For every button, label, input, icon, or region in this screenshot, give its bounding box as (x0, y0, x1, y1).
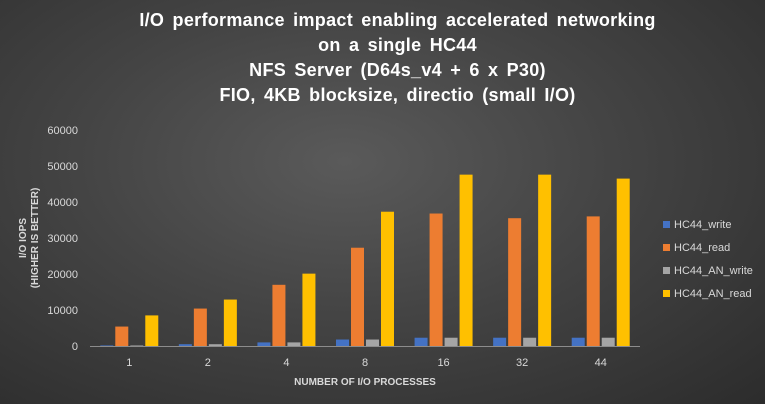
legend: HC44_write HC44_read HC44_AN_write HC44_AN_… (663, 219, 753, 300)
bar-hc44-read (272, 284, 286, 346)
y-tick-label: 30000 (47, 233, 78, 245)
x-tick-label: 44 (595, 357, 607, 369)
x-tick-label: 1 (126, 357, 132, 369)
bar-hc44-an-read (459, 174, 473, 346)
bar-hc44-an-write (130, 345, 144, 346)
x-tick-label: 32 (516, 357, 528, 369)
bar-hc44-write (571, 337, 585, 346)
bar-hc44-an-read (223, 299, 237, 346)
bar-hc44-read (193, 308, 207, 346)
legend-label: HC44_AN_read (674, 288, 752, 300)
bar-hc44-an-read (145, 315, 159, 346)
bar-hc44-read (586, 216, 600, 346)
y-tick-label: 20000 (47, 269, 78, 281)
x-tick-label: 4 (283, 357, 289, 369)
y-tick-label: 0 (72, 341, 78, 353)
bar-hc44-write (493, 337, 507, 346)
y-tick-label: 60000 (47, 125, 78, 137)
y-tick-label: 50000 (47, 161, 78, 173)
legend-swatch (663, 244, 670, 251)
bar-hc44-an-read (381, 211, 394, 346)
bar-hc44-write (414, 337, 428, 346)
legend-swatch (663, 290, 670, 297)
bar-hc44-an-write (523, 337, 537, 346)
y-axis-title-line-1: I/O IOPS (18, 218, 29, 258)
x-axis-ticks: 1 2 4 8 16 32 44 (126, 357, 607, 369)
chart-title-line-4: FIO, 4KB blocksize, directio (small I/O) (219, 85, 576, 105)
bar-hc44-write (257, 342, 271, 346)
x-tick-label: 16 (437, 357, 449, 369)
chart-title: I/O performance impact enabling accelera… (0, 8, 765, 108)
bar-hc44-an-write (601, 337, 615, 346)
x-tick-label: 8 (362, 357, 368, 369)
legend-swatch (663, 221, 670, 228)
bar-hc44-an-write (366, 339, 379, 346)
chart-title-line-2: on a single HC44 (318, 35, 477, 55)
y-axis-title: I/O IOPS (HIGHER IS BETTER) (18, 188, 41, 289)
y-axis-title-line-2: (HIGHER IS BETTER) (30, 188, 41, 289)
y-axis-ticks: 0 10000 20000 30000 40000 50000 60000 (47, 125, 78, 353)
y-tick-label: 10000 (47, 305, 78, 317)
bar-hc44-an-read (302, 273, 316, 346)
bar-hc44-an-read (616, 178, 630, 346)
legend-label: HC44_write (674, 219, 731, 231)
legend-label: HC44_AN_write (674, 265, 753, 277)
bar-hc44-read (508, 218, 522, 346)
bar-hc44-write (336, 339, 349, 346)
chart-title-line-3: NFS Server (D64s_v4 + 6 x P30) (249, 60, 546, 80)
x-axis-title: NUMBER OF I/O PROCESSES (294, 377, 436, 388)
bar-hc44-an-read (538, 174, 552, 346)
bar-hc44-an-write (208, 344, 222, 346)
bar-series (100, 174, 630, 346)
bar-hc44-read (115, 326, 129, 346)
bar-hc44-an-write (444, 337, 458, 346)
bar-hc44-read (429, 213, 443, 346)
bar-hc44-an-write (287, 342, 301, 346)
legend-label: HC44_read (674, 242, 730, 254)
y-tick-label: 40000 (47, 197, 78, 209)
bar-hc44-read (351, 247, 364, 346)
chart-title-line-1: I/O performance impact enabling accelera… (139, 10, 656, 30)
x-tick-label: 2 (205, 357, 211, 369)
bar-hc44-write (178, 344, 192, 346)
legend-swatch (663, 267, 670, 274)
bar-hc44-write (100, 345, 114, 346)
